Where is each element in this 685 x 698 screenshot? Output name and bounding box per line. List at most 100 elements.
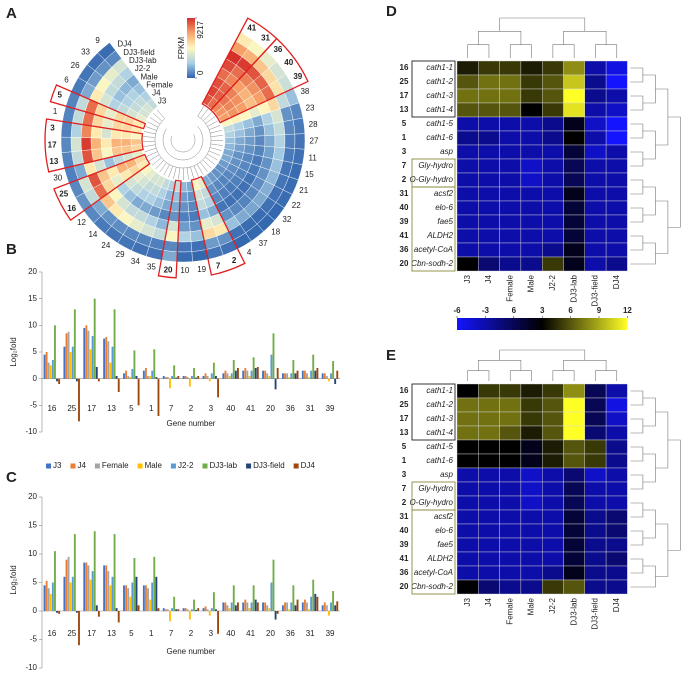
heat-cell [478,523,500,539]
heat-cell [584,60,607,76]
bar [149,376,152,379]
heat-cell [584,495,607,511]
bar [256,366,259,379]
heat-cell [584,509,607,525]
dendrogram [630,558,644,574]
dendrogram [149,117,161,125]
heat-cell [584,214,607,230]
heat-cell [584,383,607,399]
dendrogram [170,134,196,153]
heat-cell [499,130,522,146]
heat-cell [456,467,479,483]
bar [252,357,255,379]
dendrogram [630,207,644,223]
bar [93,298,96,379]
bar [197,376,200,379]
dendrogram [499,17,586,32]
y-tick-label: 5 [33,347,38,356]
bar [290,373,293,379]
dendrogram [630,123,644,139]
bar [58,611,61,614]
row-number: 17 [400,91,409,100]
column-label: DJ3-lab [569,597,578,625]
heat-cell [499,579,522,595]
heat-cell [520,397,543,413]
heat-cell [520,130,543,146]
heat-cell [605,102,628,118]
heat-cell [605,537,628,553]
colorbar-tick-label: 12 [623,306,632,315]
y-tick-label: -5 [30,400,38,409]
heat-cell [563,551,585,567]
legend-swatch [94,463,100,469]
heat-cell [456,74,479,90]
x-tick-label: 1 [149,404,154,413]
y-tick-label: 10 [28,320,37,329]
heat-cell [584,411,607,427]
bar [111,346,114,379]
bar [63,346,66,379]
dendrogram [148,154,160,162]
gene-label: 21 [299,186,308,195]
dendrogram [630,390,644,406]
bar [157,378,160,416]
bar [266,605,269,611]
bar [142,370,145,379]
bar [135,376,138,379]
heat-cell [605,186,628,202]
bar [97,611,100,617]
heat-cell [584,200,607,216]
row-number: 25 [400,400,409,409]
dendrogram [162,126,204,161]
heat-cell [478,425,500,441]
dendrogram [509,370,532,381]
heat-cell [456,186,479,202]
heat-cell [499,551,522,567]
bar [323,373,326,379]
bar [336,370,339,379]
heat-cell [520,439,543,455]
bar [222,373,225,379]
y-tick-label: 10 [28,549,37,558]
x-tick-label: 31 [306,629,315,638]
bar [109,362,112,379]
bar [123,373,125,379]
heat-cell [520,551,543,567]
heat-cell [456,242,479,258]
heat-cell [292,148,305,166]
bar [204,373,207,379]
heat-cell [542,411,564,427]
row-number: 39 [400,540,409,549]
bar [222,602,225,611]
row-name: cath1-3 [426,91,453,100]
bar [236,368,239,379]
dendrogram [630,95,644,111]
heat-cell [584,102,607,118]
x-tick-label: 1 [149,629,154,638]
bar [306,602,308,611]
legend-label: J2-2 [178,461,194,470]
heat-cell [605,200,628,216]
colorbar [187,18,195,78]
heat-cell [563,495,585,511]
x-tick-label: 17 [87,404,96,413]
heat-cell [478,116,500,132]
heat-cell [478,74,500,90]
row-number: 41 [400,554,409,563]
x-tick-label: 41 [246,629,255,638]
heat-cell [478,579,500,595]
heat-cell [499,214,522,230]
x-tick-label: 16 [47,629,56,638]
heat-cell [542,74,564,90]
heat-cell [584,467,607,483]
bar [332,591,335,611]
dendrogram [210,135,223,137]
heat-cell [499,425,522,441]
heat-cell [499,383,522,399]
row-name: asp [440,470,453,479]
heat-cell [90,137,102,150]
heat-cell [584,453,607,469]
x-tick-label: 17 [87,629,96,638]
bar [325,605,328,611]
x-tick-label: 39 [326,404,335,413]
